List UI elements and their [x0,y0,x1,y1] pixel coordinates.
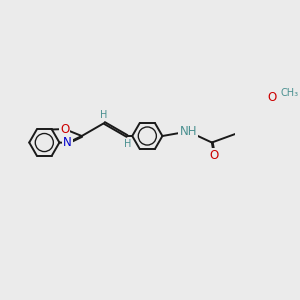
Text: O: O [60,123,69,136]
Text: H: H [100,110,107,119]
Text: O: O [267,92,277,104]
Text: H: H [124,140,132,149]
Text: CH₃: CH₃ [281,88,299,98]
Text: NH: NH [179,125,197,138]
Text: N: N [63,136,72,149]
Text: O: O [209,149,219,162]
